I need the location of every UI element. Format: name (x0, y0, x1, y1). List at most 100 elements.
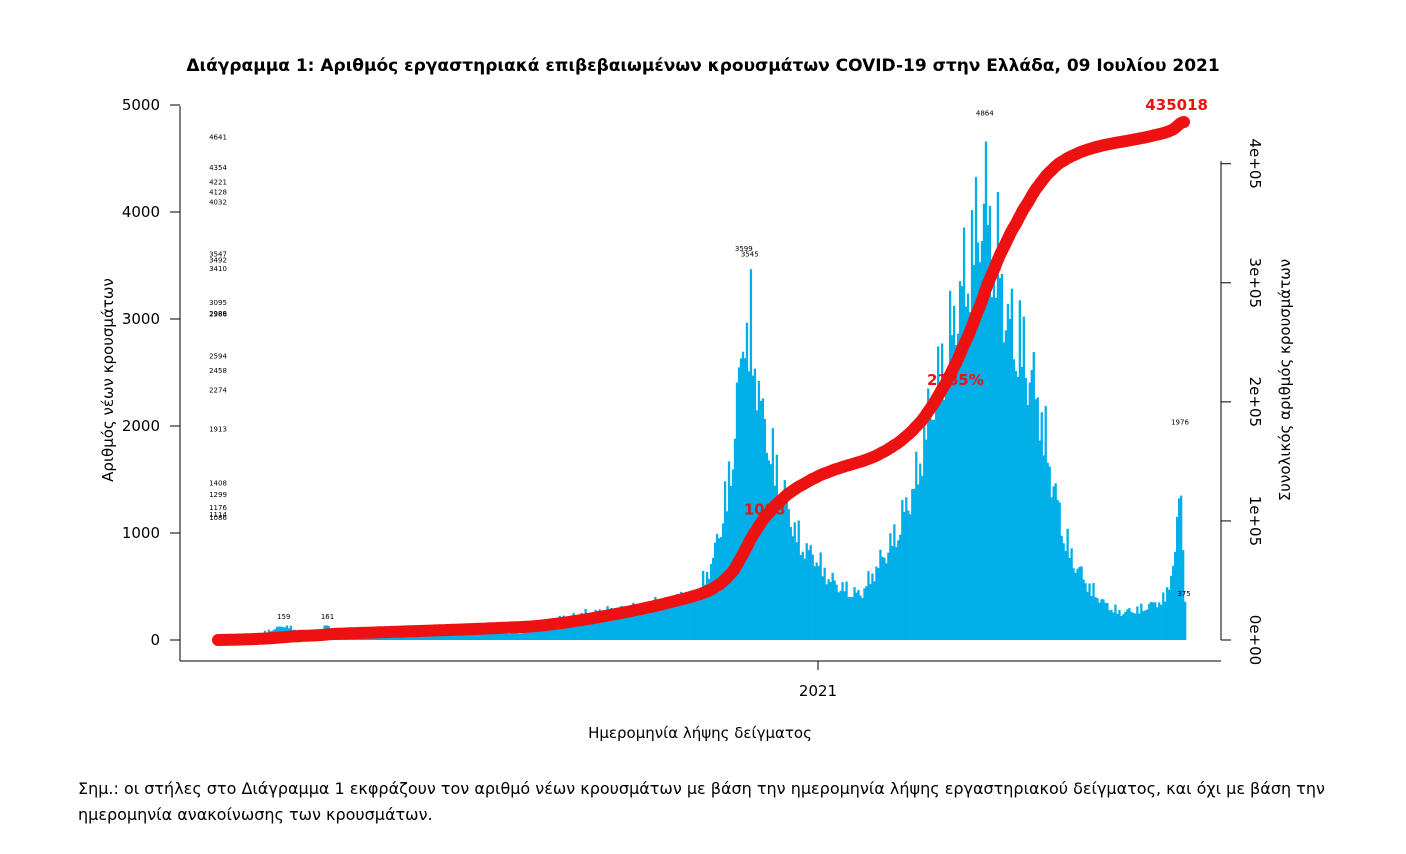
bar (1102, 599, 1105, 640)
bar-value-label: 3095 (209, 299, 227, 307)
bar (636, 609, 639, 640)
bar (1150, 601, 1153, 640)
bar (805, 543, 808, 640)
bar (935, 392, 938, 640)
bar (775, 454, 778, 640)
bar (512, 633, 516, 640)
bar (887, 552, 890, 640)
bar (833, 580, 836, 640)
bar (694, 595, 697, 640)
bar (496, 633, 500, 640)
bar (1026, 404, 1029, 640)
bar (1012, 359, 1016, 640)
bar (1144, 610, 1147, 640)
bar (634, 610, 637, 640)
bar (556, 622, 559, 640)
bar (1084, 583, 1087, 640)
bar (413, 635, 416, 640)
bar (1086, 591, 1089, 640)
bar (763, 419, 767, 640)
bar (470, 634, 474, 640)
bar (911, 489, 914, 640)
bar (574, 616, 577, 640)
bar (1092, 583, 1095, 640)
bar (532, 627, 535, 640)
bar (488, 632, 492, 640)
bar (1100, 599, 1103, 640)
bar (731, 469, 735, 640)
bar (624, 611, 627, 640)
bar (1008, 318, 1012, 640)
bar-value-label: 1176 (209, 504, 227, 512)
bar (931, 419, 934, 640)
bar (851, 596, 854, 640)
bar (735, 382, 739, 640)
bar (468, 634, 472, 640)
bar (682, 601, 685, 640)
bar (783, 480, 786, 640)
bar-value-label: 3545 (741, 251, 759, 259)
milestone-label: 2185% (927, 371, 984, 389)
bar (580, 613, 583, 640)
bar (1164, 601, 1167, 640)
y-tick-label: 5000 (122, 96, 160, 114)
bar (1182, 550, 1185, 640)
bar (1022, 316, 1025, 640)
bar (785, 496, 788, 640)
bar (594, 609, 597, 640)
bar (962, 227, 966, 640)
bar (678, 604, 681, 640)
bar (466, 633, 470, 640)
bar-value-label: 2458 (209, 367, 227, 375)
bar (538, 625, 541, 640)
bar (602, 613, 605, 640)
bar (1072, 568, 1075, 640)
bar (516, 633, 520, 640)
bar (829, 582, 832, 640)
bar (899, 534, 902, 640)
bar (628, 605, 631, 640)
bar (1038, 440, 1041, 640)
bar (508, 634, 512, 640)
bar (893, 524, 896, 640)
bar (996, 191, 1000, 640)
bar (733, 438, 737, 640)
bar (891, 545, 894, 640)
bar (630, 612, 633, 640)
bar (435, 635, 438, 640)
bar (696, 601, 699, 640)
bar (1132, 612, 1135, 640)
bar (1034, 399, 1037, 640)
bar (1126, 609, 1129, 640)
bar-value-label: 3492 (209, 256, 227, 264)
bar (586, 614, 589, 640)
bar (612, 613, 615, 640)
bar (865, 586, 868, 640)
bar (709, 564, 713, 640)
bar (809, 545, 812, 640)
bar (490, 633, 494, 640)
bar (843, 591, 846, 640)
bar (837, 592, 840, 640)
bar (907, 510, 910, 640)
bar (504, 633, 508, 640)
bar-value-label: 1114 (209, 511, 227, 519)
bar (945, 373, 948, 640)
bar (692, 594, 695, 640)
bar-value-label: 4354 (209, 164, 227, 172)
bar (974, 176, 978, 640)
bar (737, 367, 741, 640)
bar (885, 563, 888, 640)
bar (841, 582, 844, 640)
bar (791, 536, 794, 640)
bar (427, 634, 430, 640)
bar (799, 554, 802, 640)
bar (590, 615, 593, 640)
bar (638, 609, 641, 640)
bar (741, 351, 745, 640)
bar (980, 241, 984, 640)
bar (451, 634, 454, 640)
bar (769, 464, 773, 640)
bar (970, 210, 974, 640)
bar (984, 141, 988, 641)
